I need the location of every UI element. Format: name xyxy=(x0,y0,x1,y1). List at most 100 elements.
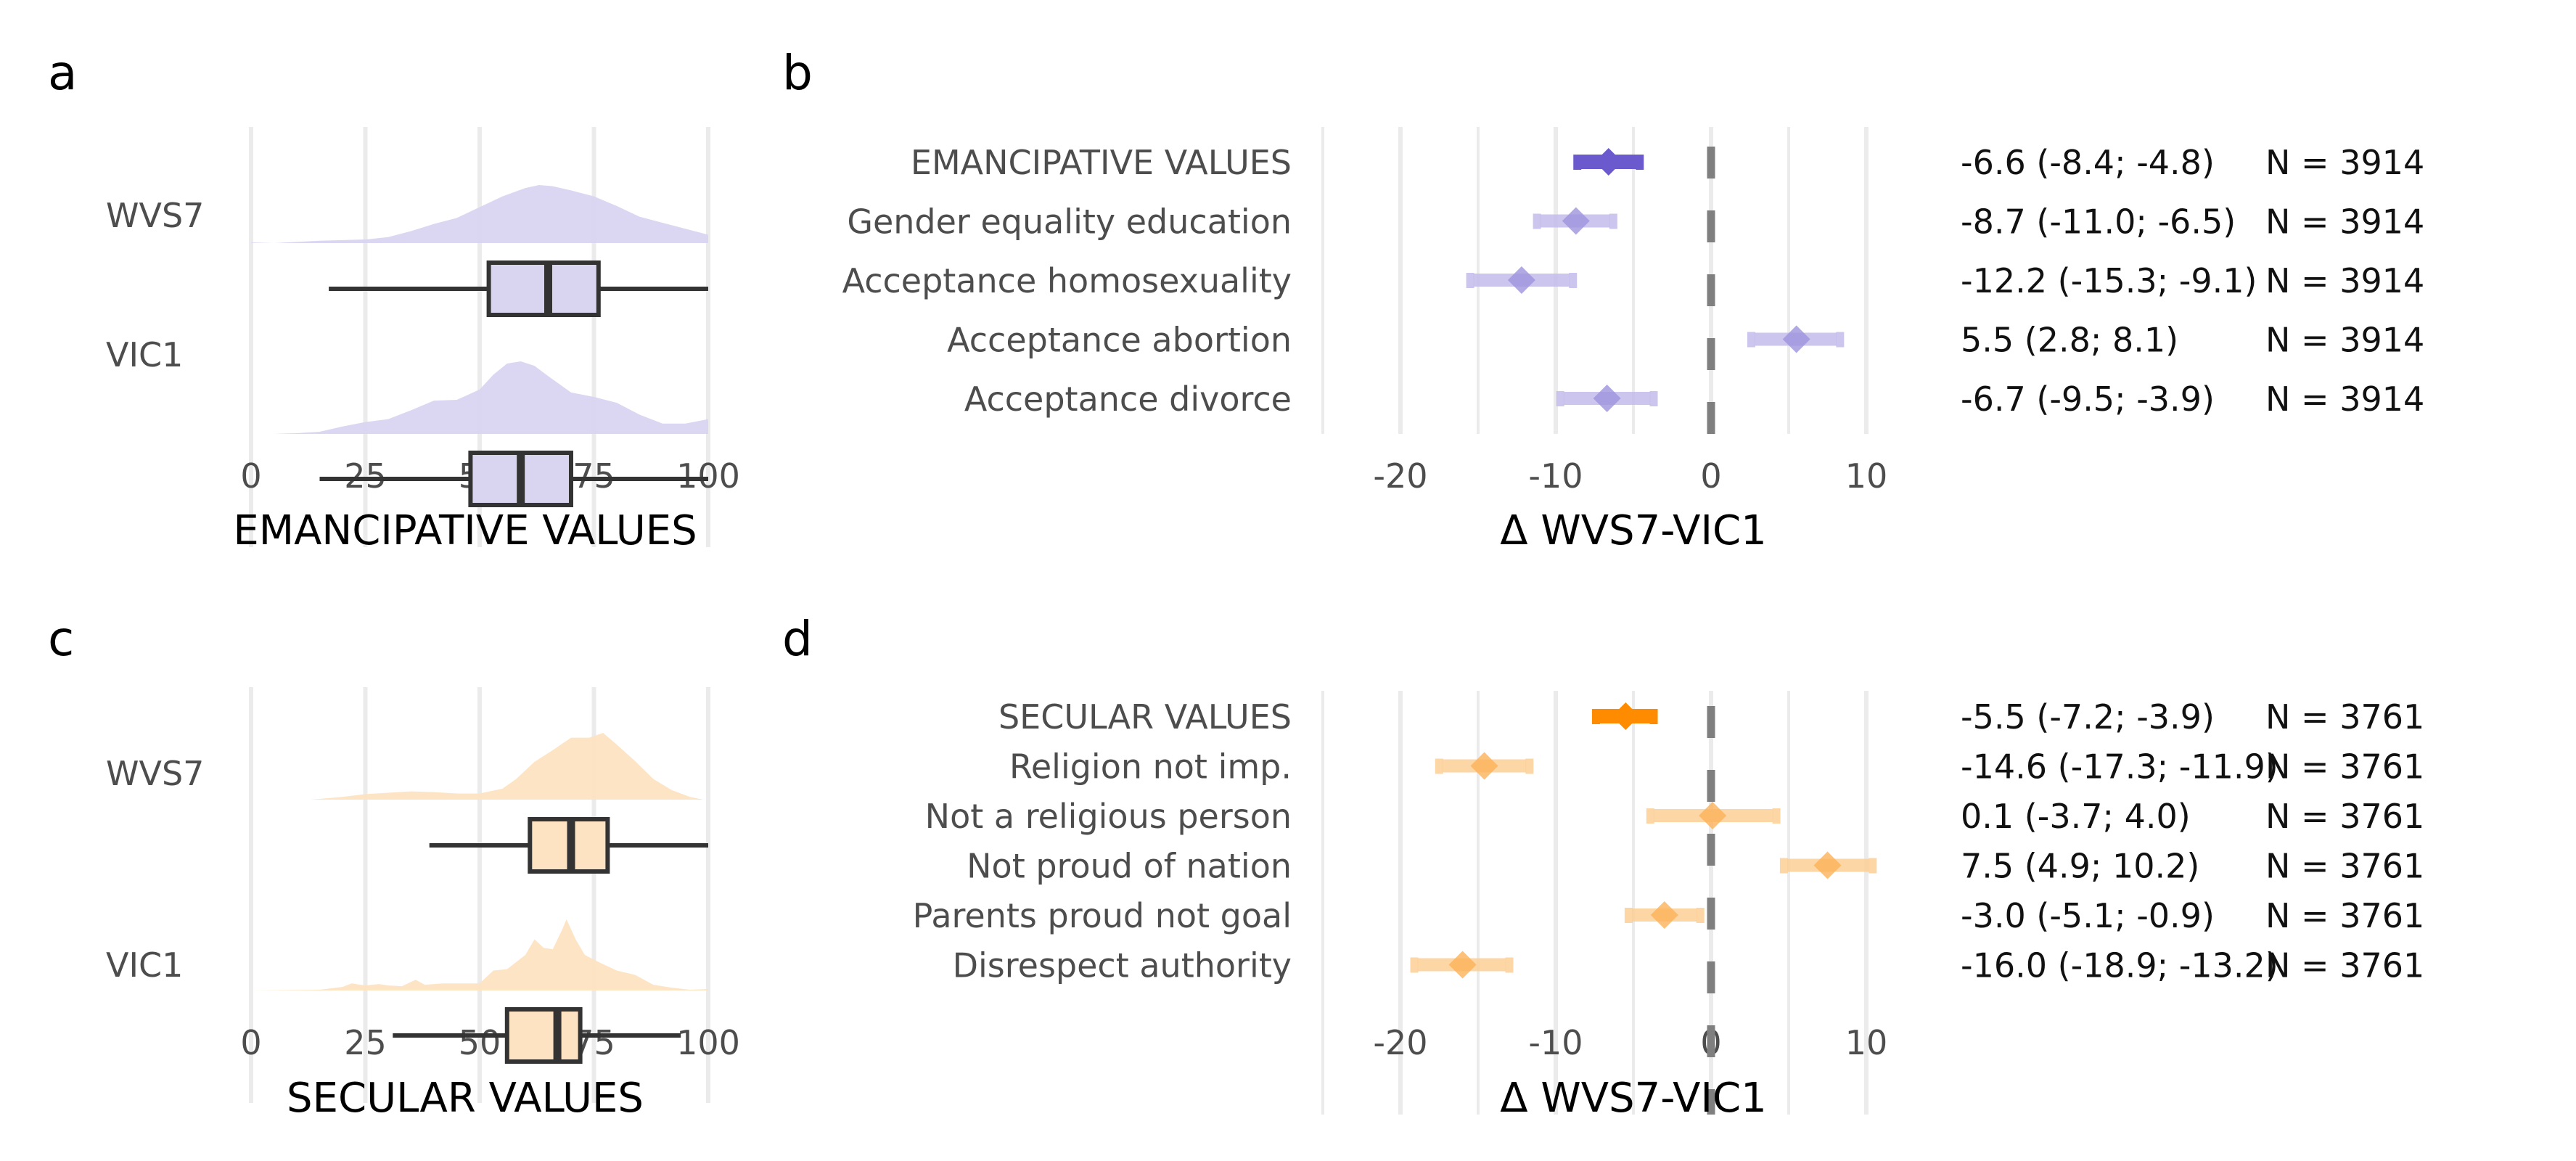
panel-b-emancipative-forest: b -20 -10 0 10 Δ WVS7-VIC1 EMANCIPATIVE VALUES… xyxy=(782,45,2424,554)
ci-cap-low xyxy=(1466,273,1474,288)
x-tick-label: -20 xyxy=(1373,456,1427,496)
ci-cap-high xyxy=(1649,391,1658,406)
x-tick-label: 10 xyxy=(1845,1023,1888,1062)
x-tick-label: -20 xyxy=(1373,1023,1427,1062)
x-axis-title: Δ WVS7-VIC1 xyxy=(1500,507,1766,554)
estimate-diamond xyxy=(1782,325,1810,353)
ci-cap-low xyxy=(1646,808,1654,824)
estimate-diamond xyxy=(1650,901,1678,929)
ci-cap-high xyxy=(1569,273,1578,288)
density-wvs7 xyxy=(251,185,708,243)
density-vic1 xyxy=(251,361,708,434)
box-iqr xyxy=(486,260,601,317)
ci-cap-high xyxy=(1836,332,1845,348)
panel-letter: b xyxy=(782,45,813,101)
x-axis-title: EMANCIPATIVE VALUES xyxy=(233,507,697,554)
estimate-ci-text: -14.6 (-17.3; -11.9) xyxy=(1961,747,2278,787)
x-tick-label: 75 xyxy=(573,456,615,496)
group-label: VIC1 xyxy=(106,335,183,374)
estimate-diamond xyxy=(1470,752,1498,780)
sample-size-text: N = 3914 xyxy=(2265,143,2424,182)
row-label: Not a religious person xyxy=(925,797,1292,836)
ci-cap-high xyxy=(1696,908,1705,923)
row-label: Religion not imp. xyxy=(1009,747,1292,787)
estimate-ci-text: -12.2 (-15.3; -9.1) xyxy=(1961,261,2257,300)
sample-size-text: N = 3914 xyxy=(2265,261,2424,300)
x-axis-title: Δ WVS7-VIC1 xyxy=(1500,1075,1766,1122)
group-label: VIC1 xyxy=(106,945,183,985)
x-tick-label: 100 xyxy=(676,1023,740,1062)
row-label: SECULAR VALUES xyxy=(998,697,1292,737)
row-label: Parents proud not goal xyxy=(913,896,1292,935)
sample-size-text: N = 3914 xyxy=(2265,202,2424,242)
sample-size-text: N = 3761 xyxy=(2265,797,2424,836)
ci-cap-low xyxy=(1747,332,1755,348)
estimate-diamond xyxy=(1813,851,1842,879)
box-iqr xyxy=(504,1007,583,1064)
estimate-diamond xyxy=(1507,266,1535,294)
x-tick-label: 0 xyxy=(240,1023,261,1062)
estimate-diamond xyxy=(1593,385,1621,412)
ci-cap-high xyxy=(1869,858,1877,874)
ci-cap-high xyxy=(1636,155,1644,170)
ci-cap-low xyxy=(1624,908,1633,923)
group-label: WVS7 xyxy=(106,196,204,235)
ci-cap-high xyxy=(1772,808,1781,824)
row-label: Gender equality education xyxy=(847,202,1292,242)
sample-size-text: N = 3761 xyxy=(2265,697,2424,737)
estimate-ci-text: -16.0 (-18.9; -13.2) xyxy=(1961,946,2278,985)
row-label: Not proud of nation xyxy=(967,847,1292,886)
ci-cap-low xyxy=(1779,858,1788,874)
row-label: Acceptance abortion xyxy=(947,321,1292,360)
row-label: Disrespect authority xyxy=(953,946,1292,985)
estimate-diamond xyxy=(1612,702,1640,730)
row-label: Acceptance homosexuality xyxy=(842,261,1292,300)
sample-size-text: N = 3761 xyxy=(2265,946,2424,985)
density-wvs7 xyxy=(310,733,704,800)
x-tick-label: 100 xyxy=(676,456,740,496)
group-label: WVS7 xyxy=(106,754,204,793)
estimate-diamond xyxy=(1448,951,1477,979)
panel-letter: d xyxy=(782,611,813,667)
estimate-ci-text: 7.5 (4.9; 10.2) xyxy=(1961,847,2199,886)
estimate-ci-text: -6.7 (-9.5; -3.9) xyxy=(1961,380,2215,419)
ci-cap-high xyxy=(1505,957,1514,973)
ci-cap-high xyxy=(1525,758,1534,774)
x-tick-label: 25 xyxy=(344,1023,387,1062)
x-axis-title: SECULAR VALUES xyxy=(287,1075,644,1122)
estimate-ci-text: -6.6 (-8.4; -4.8) xyxy=(1961,143,2215,182)
estimate-ci-text: -8.7 (-11.0; -6.5) xyxy=(1961,202,2236,242)
estimate-ci-text: 0.1 (-3.7; 4.0) xyxy=(1961,797,2191,836)
sample-size-text: N = 3761 xyxy=(2265,847,2424,886)
ci-cap-high xyxy=(1609,213,1617,229)
sample-size-text: N = 3914 xyxy=(2265,380,2424,419)
sample-size-text: N = 3761 xyxy=(2265,747,2424,787)
x-tick-label: 10 xyxy=(1845,456,1888,496)
x-tick-label: 0 xyxy=(1700,456,1721,496)
x-tick-label: 25 xyxy=(344,456,387,496)
panel-letter: c xyxy=(48,611,74,667)
row-label: EMANCIPATIVE VALUES xyxy=(911,143,1292,182)
x-tick-label: 50 xyxy=(459,1023,501,1062)
ci-cap-high xyxy=(1649,709,1658,724)
panel-letter: a xyxy=(48,45,77,101)
ci-cap-low xyxy=(1435,758,1443,774)
row-label: Acceptance divorce xyxy=(964,380,1292,419)
x-tick-label: 0 xyxy=(240,456,261,496)
estimate-ci-text: 5.5 (2.8; 8.1) xyxy=(1961,321,2178,360)
x-tick-label: -10 xyxy=(1528,456,1583,496)
estimate-diamond xyxy=(1699,802,1727,829)
sample-size-text: N = 3914 xyxy=(2265,321,2424,360)
sample-size-text: N = 3761 xyxy=(2265,896,2424,935)
estimate-diamond xyxy=(1562,207,1590,235)
density-vic1 xyxy=(251,919,708,990)
ci-cap-low xyxy=(1573,155,1582,170)
estimate-ci-text: -3.0 (-5.1; -0.9) xyxy=(1961,896,2215,935)
ci-cap-low xyxy=(1533,213,1541,229)
estimate-ci-text: -5.5 (-7.2; -3.9) xyxy=(1961,697,2215,737)
ci-cap-low xyxy=(1556,391,1564,406)
